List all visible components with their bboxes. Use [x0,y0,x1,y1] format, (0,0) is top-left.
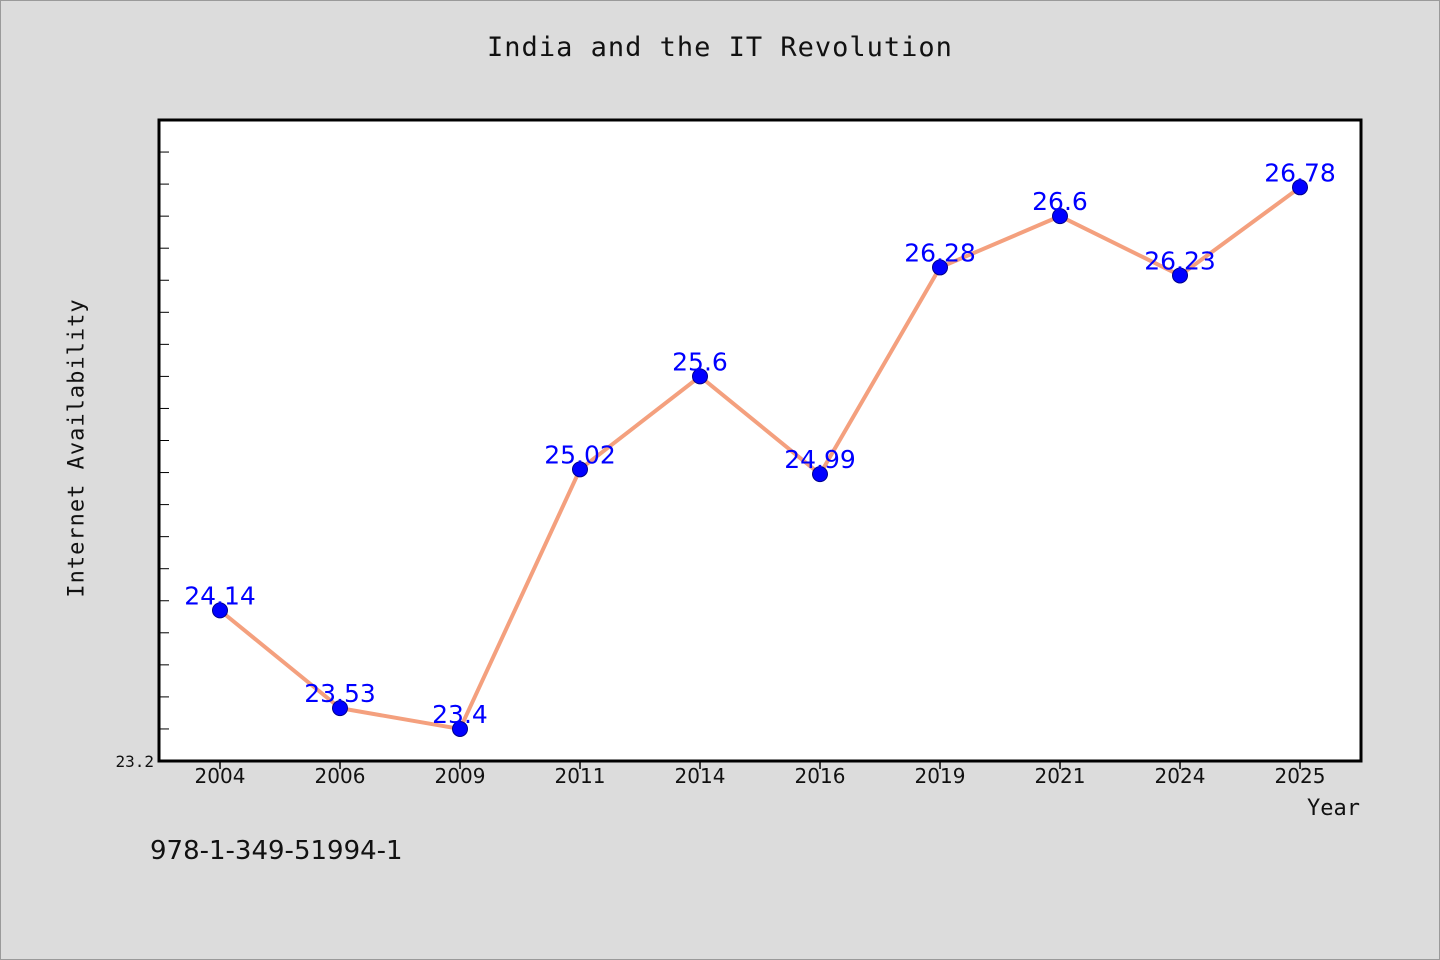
y-axis-ticks: 23.2 [115,151,169,771]
footer-id-text: 978-1-349-51994-1 [150,836,403,866]
data-point [212,602,228,619]
data-point [332,700,348,717]
series-markers [212,179,1308,737]
x-tick-label: 2024 [1155,764,1206,788]
data-point [692,368,708,385]
x-tick-label: 2004 [195,764,246,788]
data-point [932,259,948,276]
data-point [572,461,588,478]
data-label: 24.99 [784,445,856,474]
data-labels: 24.14 23.53 23.4 25.02 25.6 24.99 26.28 26.6 26.… [184,158,1336,729]
x-tick-label: 2009 [435,764,486,788]
x-axis-label: Year [1307,796,1360,821]
x-tick-label: 2019 [915,764,966,788]
x-tick-label: 2016 [795,764,846,788]
data-label: 24.14 [184,581,256,610]
data-point [1292,179,1308,196]
data-point [812,466,828,483]
data-label: 23.4 [432,700,488,729]
data-label: 26.23 [1144,246,1216,275]
x-axis-ticks: 2004 2006 2009 2011 2014 2016 2019 2021 2024 2025 [195,761,1326,788]
data-point [452,720,468,737]
plot-area [157,118,1363,763]
x-tick-label: 2025 [1275,764,1326,788]
data-point [1052,208,1068,225]
data-label: 23.53 [304,679,376,708]
x-tick-label: 2014 [675,764,726,788]
x-tick-label: 2011 [555,764,606,788]
data-point [1172,267,1188,284]
chart-title: India and the IT Revolution [487,32,953,63]
series-line [218,185,1302,731]
y-tick-label: 23.2 [115,752,154,771]
data-label: 25.6 [672,347,728,376]
data-label: 26.6 [1032,187,1088,216]
data-label: 26.78 [1264,158,1336,187]
x-tick-label: 2021 [1035,764,1086,788]
data-label: 26.28 [904,238,976,267]
data-label: 25.02 [544,440,616,469]
x-tick-label: 2006 [315,764,366,788]
